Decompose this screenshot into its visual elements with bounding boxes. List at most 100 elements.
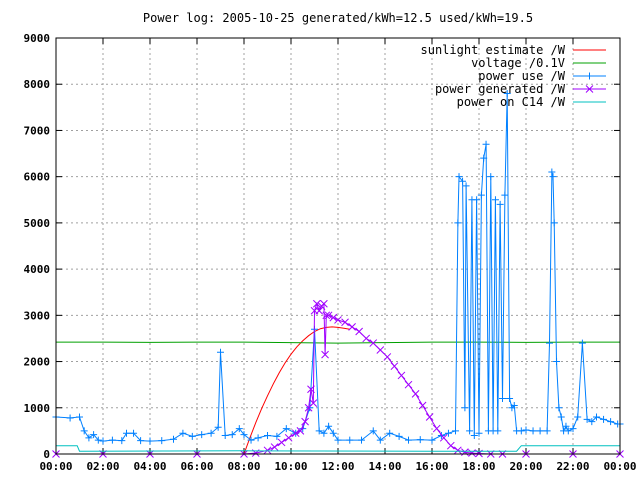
data-point xyxy=(320,299,328,308)
data-point xyxy=(334,436,342,444)
x-tick-label: 06:00 xyxy=(180,460,213,473)
data-point xyxy=(418,401,427,410)
data-point xyxy=(494,427,502,435)
data-point xyxy=(76,413,83,421)
data-point xyxy=(235,425,243,433)
legend-marker xyxy=(586,72,593,80)
data-point xyxy=(315,427,323,435)
data-point xyxy=(496,200,504,208)
series-line-voltage-0-1v xyxy=(56,341,620,344)
x-tick-label: 12:00 xyxy=(321,460,354,473)
data-point xyxy=(284,433,293,442)
data-point xyxy=(553,358,561,366)
y-tick-label: 0 xyxy=(43,448,50,461)
chart-title: Power log: 2005-10-25 generated/kWh=12.5… xyxy=(143,11,533,25)
series-layer xyxy=(52,89,624,458)
y-tick-label: 3000 xyxy=(24,309,51,322)
data-point xyxy=(506,395,514,403)
data-point xyxy=(321,350,329,359)
y-tick-label: 4000 xyxy=(24,263,51,276)
x-tick-label: 10:00 xyxy=(274,460,307,473)
data-point xyxy=(66,414,74,422)
data-point xyxy=(562,422,570,430)
data-point xyxy=(247,436,255,444)
y-tick-label: 7000 xyxy=(24,124,51,137)
data-point xyxy=(264,432,271,440)
data-point xyxy=(137,437,145,445)
data-point xyxy=(607,418,615,426)
data-point xyxy=(346,436,354,444)
data-point xyxy=(499,395,506,403)
data-point xyxy=(214,423,222,431)
data-point xyxy=(452,427,459,435)
y-tick-label: 8000 xyxy=(24,78,51,91)
data-point xyxy=(487,173,495,181)
data-point xyxy=(522,426,530,434)
data-point xyxy=(529,427,537,435)
data-point xyxy=(306,404,314,412)
data-point xyxy=(355,327,364,336)
data-point xyxy=(583,415,591,423)
data-point xyxy=(228,431,236,439)
data-point xyxy=(99,437,107,445)
data-point xyxy=(198,431,206,439)
data-point xyxy=(146,437,154,445)
data-point xyxy=(221,432,229,440)
data-point xyxy=(386,429,394,437)
data-point xyxy=(307,385,315,394)
legend-label: power generated /W xyxy=(435,82,566,96)
data-point xyxy=(369,427,377,435)
data-point xyxy=(376,346,385,354)
y-tick-label: 9000 xyxy=(24,32,51,45)
data-point xyxy=(94,436,102,444)
x-tick-label: 04:00 xyxy=(133,460,166,473)
data-point xyxy=(322,311,331,320)
data-point xyxy=(325,422,333,430)
x-tick-label: 14:00 xyxy=(368,460,401,473)
data-point xyxy=(291,429,300,438)
data-point xyxy=(369,339,378,347)
data-point xyxy=(557,413,565,421)
x-tick-label: 22:00 xyxy=(556,460,589,473)
series-sunlight-estimate-w xyxy=(243,326,350,455)
data-point xyxy=(118,437,126,445)
data-point xyxy=(341,318,349,327)
data-point xyxy=(123,429,130,437)
data-point xyxy=(405,436,412,444)
legend-label: voltage /0.1V xyxy=(471,56,565,70)
data-point xyxy=(461,404,469,412)
data-point xyxy=(411,390,420,398)
y-axis-ticks: 0 1000 2000 3000 4000 5000 6000 7000 8000 9000 xyxy=(24,32,620,461)
legend-marker xyxy=(585,85,594,93)
data-point xyxy=(517,427,525,435)
data-point xyxy=(282,425,290,433)
data-point xyxy=(301,417,309,426)
data-point xyxy=(309,399,318,408)
data-point xyxy=(503,89,511,97)
data-point xyxy=(207,429,215,437)
data-point xyxy=(564,427,572,435)
data-point xyxy=(217,348,224,356)
data-point xyxy=(446,441,455,450)
x-tick-label: 18:00 xyxy=(462,460,495,473)
data-point xyxy=(158,437,166,445)
x-axis-ticks: 00:00 02:00 04:00 06:00 08:00 10:00 12:00 14:00… xyxy=(39,38,637,473)
data-point xyxy=(462,182,470,190)
data-point xyxy=(569,425,577,433)
data-point xyxy=(475,429,483,437)
x-tick-label: 00:00 xyxy=(603,460,636,473)
data-point xyxy=(383,353,392,361)
data-point xyxy=(439,433,448,442)
series-power-on-c14-w xyxy=(56,445,620,452)
data-point xyxy=(480,154,488,162)
data-point xyxy=(108,436,116,444)
data-point xyxy=(432,424,441,433)
data-point xyxy=(188,432,196,440)
data-point xyxy=(501,191,509,199)
data-point xyxy=(324,311,333,320)
data-point xyxy=(459,177,467,185)
legend-label: power on C14 /W xyxy=(457,95,566,109)
data-point xyxy=(444,429,452,437)
